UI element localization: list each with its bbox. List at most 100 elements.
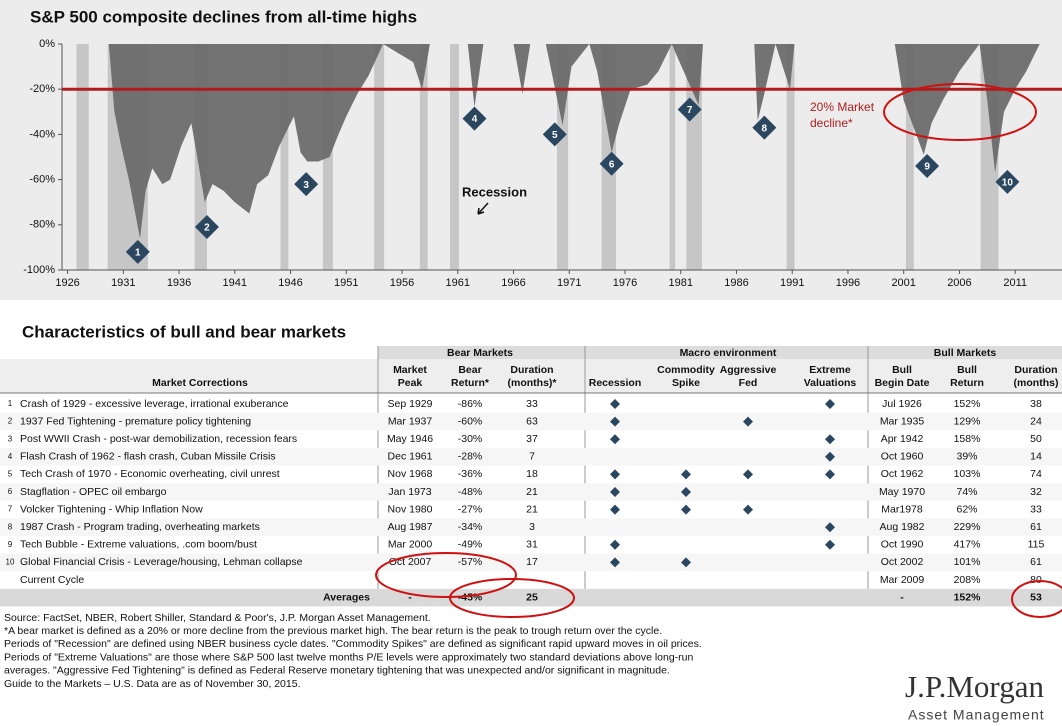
reference-label: 20% Market decline* [810,100,875,130]
x-tick-label: 1946 [278,277,302,289]
cell: -28% [458,451,483,463]
x-tick-label: 2011 [1003,277,1027,289]
highlight [883,83,1037,141]
row-name: Flash Crash of 1962 - flash crash, Cuban… [20,451,276,463]
x-tick-label: 1991 [780,277,804,289]
column-header: Duration [510,364,553,376]
cell: 33 [1030,503,1042,515]
averages-cell: 152% [954,591,982,603]
row-name: Current Cycle [20,574,84,586]
row-band [0,412,1062,431]
recession-band [556,44,569,270]
flag-diamond [743,416,753,427]
footnote: Periods of "Extreme Valuations" are thos… [4,651,694,663]
table-title: Characteristics of bull and bear markets [22,322,346,341]
recession-band [669,44,676,270]
row-number: 4 [8,452,13,461]
cell: May 1946 [387,433,433,445]
column-header: Aggressive [720,364,777,376]
cell: May 1970 [879,486,925,498]
cell: 17 [526,556,538,568]
y-tick-label: 0% [39,38,55,50]
cell: 61 [1030,521,1042,533]
marker-label: 2 [204,223,210,234]
cell: 37 [526,433,538,445]
reference-label-line: 20% Market [810,100,875,114]
group-header: Bull Markets [934,347,997,359]
column-header: Duration [1014,364,1057,376]
averages-cell: - [408,591,412,603]
flag-diamond [681,557,691,568]
x-tick-label: 1951 [334,277,358,289]
row-number: 2 [8,417,13,426]
column-header: Fed [739,377,758,389]
cell: Oct 1990 [881,539,924,551]
x-tick-label: 1926 [55,277,79,289]
cell: Aug 1982 [880,521,925,533]
column-header: Bull [892,364,912,376]
flag-diamond [825,451,835,462]
cell: Jul 1926 [882,398,922,410]
flag-diamond [825,399,835,409]
x-tick-label: 1981 [668,277,692,289]
marker-diamond [677,97,702,122]
column-header: Bull [957,364,977,376]
x-tick-label: 1961 [446,277,470,289]
cell: 14 [1030,451,1042,463]
cell: 39% [956,451,977,463]
column-header: Begin Date [875,377,930,389]
cell: Mar 1937 [388,415,433,427]
marker-diamond [542,122,567,147]
cell: Dec 1961 [388,451,433,463]
marker-label: 6 [609,159,615,170]
row-band [0,518,1062,536]
marker-label: 1 [135,248,141,259]
x-tick-label: 1986 [724,277,748,289]
marker-label: 8 [762,123,768,134]
cell: 61 [1030,556,1042,568]
column-header: (months) [1014,377,1059,389]
row-name: Post WWII Crash - post-war demobilizatio… [20,433,297,445]
cell: Mar 1935 [880,415,925,427]
flag-diamond [610,487,620,497]
row-number: 7 [8,505,13,514]
marker-diamond [294,172,319,197]
cell: 63 [526,415,538,427]
highlight [449,578,575,618]
flag-diamond [825,539,835,550]
cell: 74% [956,486,977,498]
x-tick-label: 2006 [947,277,971,289]
footnote: Guide to the Markets – U.S. Data are as … [4,678,301,690]
row-name: Volcker Tightening - Whip Inflation Now [20,503,203,515]
row-number: 3 [8,434,13,443]
x-tick-label: 1931 [111,277,135,289]
flag-diamond [743,469,753,480]
cell: 417% [954,539,981,551]
x-tick-label: 1976 [613,277,637,289]
cell: Nov 1968 [388,468,433,480]
footnote: Periods of "Recession" are defined using… [4,638,702,650]
marker-diamond [194,215,219,240]
row-name: Tech Bubble - Extreme valuations, .com b… [20,539,257,551]
drawdown-area [67,44,1062,239]
cell: 31 [526,539,538,551]
row-number: 9 [8,540,13,549]
recession-band [786,44,795,270]
cell: 74 [1030,468,1042,480]
cell: 62% [956,503,977,515]
recession-band [374,44,385,270]
column-header: Recession [589,377,642,389]
marker-diamond [125,239,150,264]
column-header: Market [393,364,427,376]
cell: -49% [458,539,483,551]
column-header: (months)* [508,377,558,389]
cell: 80 [1030,574,1042,586]
group-header: Macro environment [680,347,777,359]
row-header: Market Corrections [152,377,248,389]
cell: Oct 2007 [389,556,432,568]
marker-label: 7 [687,105,693,116]
row-band [0,553,1062,572]
column-header: Return [950,377,984,389]
cell: Apr 1942 [881,433,924,445]
